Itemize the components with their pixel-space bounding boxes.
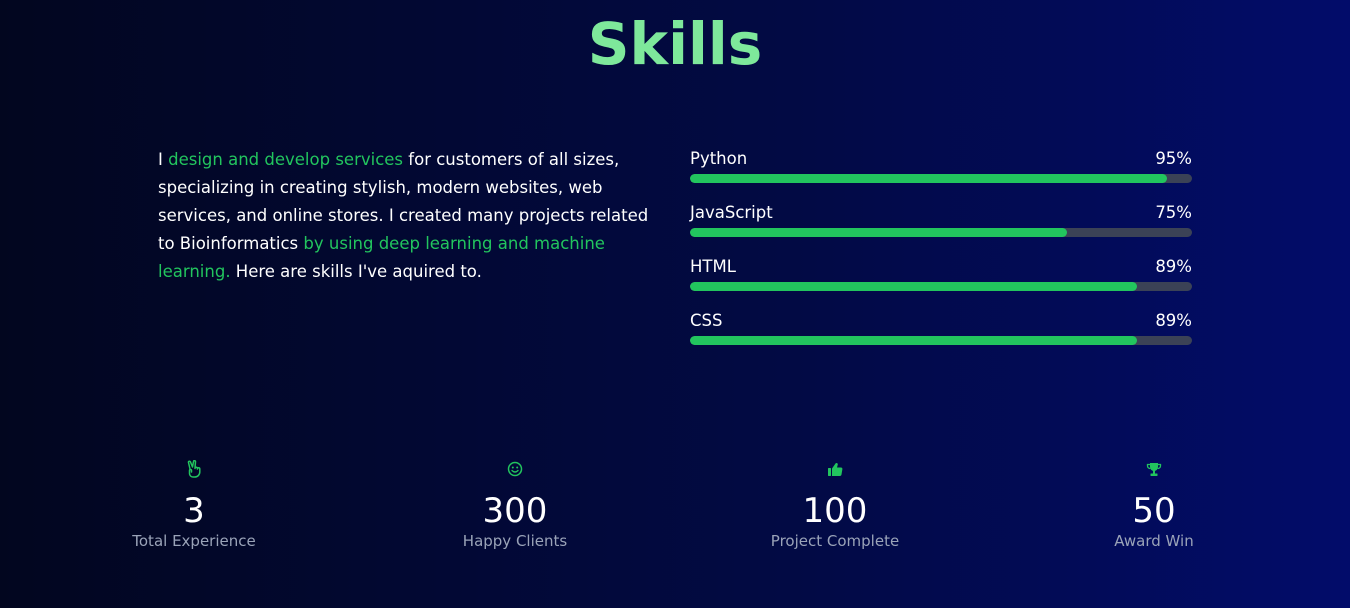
intro-text: Here are skills I've aquired to. — [230, 262, 482, 281]
skill-progress-fill — [690, 174, 1167, 183]
intro-text: I — [158, 150, 169, 169]
stat-number: 100 — [802, 491, 868, 531]
skill-percent: 89% — [1155, 311, 1192, 330]
skill-name: JavaScript — [690, 203, 773, 222]
page-title: Skills — [587, 10, 763, 78]
stat-label: Total Experience — [132, 532, 256, 550]
skill-item-javascript: JavaScript 75% — [690, 201, 1192, 255]
thumbs-up-icon — [725, 458, 945, 480]
intro-paragraph: I design and develop services for custom… — [158, 146, 658, 286]
stat-experience: 3 Total Experience — [84, 458, 304, 551]
skill-progress-fill — [690, 336, 1137, 345]
smile-icon — [405, 458, 625, 480]
skills-list: Python 95% JavaScript 75% HTML 89% CSS 8… — [690, 147, 1192, 363]
skill-percent: 89% — [1155, 257, 1192, 276]
stat-label: Happy Clients — [462, 532, 568, 550]
peace-hand-icon — [84, 458, 304, 480]
stats-row: 3 Total Experience 300 Happy Clients 100… — [0, 458, 1350, 568]
stat-awards: 50 Award Win — [1044, 458, 1264, 551]
stat-clients: 300 Happy Clients — [405, 458, 625, 551]
stat-projects: 100 Project Complete — [725, 458, 945, 551]
intro-highlight: by using deep learning and machine learn… — [158, 234, 605, 281]
skill-progress-track — [690, 174, 1192, 183]
skill-progress-track — [690, 282, 1192, 291]
stat-number: 3 — [183, 491, 205, 531]
skill-name: Python — [690, 149, 748, 168]
skill-item-css: CSS 89% — [690, 309, 1192, 363]
stat-label: Project Complete — [770, 532, 900, 550]
skill-percent: 75% — [1155, 203, 1192, 222]
stat-number: 300 — [482, 491, 548, 531]
intro-text: for customers of all sizes, specializing… — [158, 150, 649, 253]
skill-progress-fill — [690, 282, 1137, 291]
skill-item-python: Python 95% — [690, 147, 1192, 201]
stat-label: Award Win — [1114, 532, 1194, 550]
skill-name: CSS — [690, 311, 723, 330]
skill-item-html: HTML 89% — [690, 255, 1192, 309]
skill-progress-track — [690, 336, 1192, 345]
skill-progress-track — [690, 228, 1192, 237]
skill-progress-fill — [690, 228, 1067, 237]
intro-highlight: design and develop services — [168, 150, 404, 169]
stat-number: 50 — [1132, 491, 1176, 531]
trophy-icon — [1044, 458, 1264, 480]
skill-name: HTML — [690, 257, 736, 276]
skill-percent: 95% — [1155, 149, 1192, 168]
